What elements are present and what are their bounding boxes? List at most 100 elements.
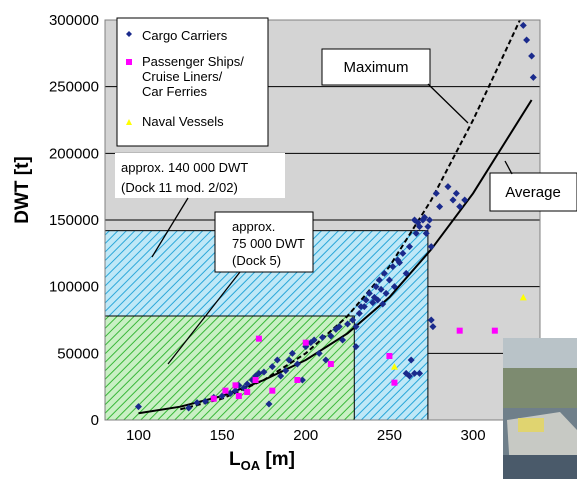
cargo-point (355, 309, 363, 317)
cargo-point (322, 356, 330, 364)
axis-ticks: 0 50000 100000 150000 200000 250000 300000 100 1… (49, 12, 486, 444)
legend-cargo-label: Cargo Carriers (142, 28, 228, 43)
cargo-point (352, 323, 360, 331)
cargo-point (395, 259, 403, 267)
cargo-point (360, 303, 368, 311)
cargo-point (285, 356, 293, 364)
cargo-point (519, 21, 527, 29)
cargo-point (375, 276, 383, 284)
cargo-point (255, 369, 263, 377)
dock5-region (104, 315, 355, 421)
passenger-point (269, 387, 276, 394)
legend-passenger-marker (126, 59, 132, 65)
cargo-point (260, 368, 268, 376)
legend-cargo-marker (126, 31, 132, 37)
cargo-point (523, 36, 531, 44)
cargo-point (380, 269, 388, 277)
cargo-point (421, 213, 429, 221)
cargo-point (265, 400, 273, 408)
maximum-label-box (321, 48, 431, 86)
naval-point (390, 363, 398, 370)
x-tick-label: 250 (377, 427, 402, 444)
passenger-point (294, 377, 301, 383)
cargo-point (432, 189, 440, 197)
cargo-point (461, 196, 469, 204)
cargo-point (456, 203, 464, 211)
cargo-point (282, 367, 290, 375)
cargo-point (277, 372, 285, 380)
dock11-callout: approx. 140 000 DWT (Dock 11 mod. 2/02) (115, 153, 285, 258)
average-label-box (489, 172, 577, 212)
cargo-point (352, 343, 360, 351)
cargo-point (449, 196, 457, 204)
cargo-point (372, 283, 380, 291)
y-tick-label: 50000 (57, 345, 99, 362)
cargo-point (134, 403, 142, 411)
legend-box (116, 17, 269, 147)
passenger-point (302, 339, 309, 346)
cargo-point (319, 333, 326, 341)
cargo-point (273, 356, 281, 364)
y-tick-label: 150000 (49, 212, 99, 229)
dock5-callout-line2: 75 000 DWT (232, 236, 305, 251)
cargo-point (374, 296, 382, 304)
cargo-point (382, 289, 390, 297)
cargo-point (315, 349, 323, 357)
legend-passenger-line1: Passenger Ships/ (142, 54, 244, 69)
cargo-point (407, 356, 415, 364)
passenger-point (235, 393, 242, 399)
cargo-point (427, 316, 435, 324)
cargo-point (310, 336, 318, 344)
plot-border (104, 19, 541, 421)
cargo-point (288, 349, 296, 357)
cargo-point (402, 269, 410, 277)
cargo-point (444, 183, 452, 191)
dock11-leader-line (151, 197, 189, 258)
cargo-point (426, 216, 434, 224)
dock5-callout-line1: approx. (232, 219, 275, 234)
y-tick-label: 100000 (49, 279, 99, 296)
cargo-point (529, 73, 537, 81)
cargo-point (293, 360, 301, 368)
x-axis-title: LOA [m] (229, 449, 295, 473)
legend-naval-marker (126, 119, 132, 125)
dock11-callout-line1: approx. 140 000 DWT (121, 160, 248, 175)
cargo-point (427, 243, 435, 251)
x-tick-label: 200 (293, 427, 318, 444)
naval-point (519, 293, 527, 301)
y-tick-label: 250000 (49, 79, 99, 96)
cargo-point (232, 387, 239, 395)
maximum-leader-line (427, 83, 469, 124)
harbor-photo (503, 338, 577, 479)
dock11-callout-text: approx. 140 000 DWT (Dock 11 mod. 2/02) (121, 160, 252, 195)
cargo-point (369, 299, 377, 307)
x-tick-label: 300 (461, 427, 486, 444)
average-annotation: Average (489, 160, 577, 212)
cargo-point (268, 363, 276, 371)
average-curve (138, 99, 533, 415)
cargo-point (399, 249, 407, 257)
cargo-point (193, 399, 201, 407)
passenger-point (210, 395, 217, 402)
cargo-point (218, 392, 226, 400)
cargo-point (185, 404, 193, 412)
photo-sky (503, 338, 577, 368)
passenger-point (386, 353, 393, 359)
dock11-callout-line2: (Dock 11 mod. 2/02) (121, 180, 238, 195)
cargo-point (412, 229, 420, 237)
cargo-point (243, 380, 251, 388)
x-axis-title-sub: OA (241, 458, 261, 473)
cargo-point (201, 397, 209, 405)
x-axis-title-unit: [m] (260, 449, 295, 470)
cargo-point (385, 276, 393, 284)
legend-passenger-line2: Cruise Liners/ (142, 69, 223, 84)
y-tick-label: 200000 (49, 145, 99, 162)
cargo-point (416, 369, 424, 377)
cargo-point (422, 229, 430, 237)
y-tick-label: 300000 (49, 12, 99, 29)
cargo-point (424, 223, 432, 231)
legend-passenger-line3: Car Ferries (142, 84, 208, 99)
passenger-point (255, 335, 262, 342)
maximum-label: Maximum (343, 59, 408, 76)
